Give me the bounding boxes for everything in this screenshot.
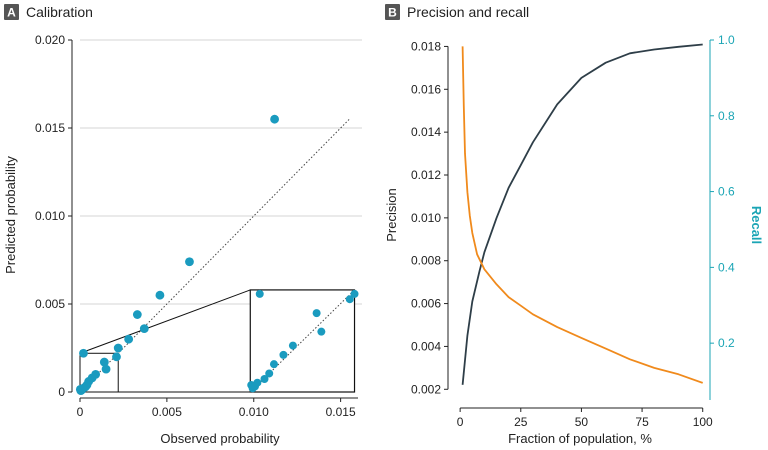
panel-b-y2-label: Recall (749, 206, 764, 244)
y-tick-label: 0.002 (411, 382, 441, 396)
calibration-point (79, 348, 88, 358)
inset-point (269, 360, 278, 369)
inset-point (255, 289, 264, 298)
panel-a-y-label: Predicted probability (3, 156, 18, 274)
x-tick-label: 50 (575, 415, 589, 429)
panel-a-ticks: 0 0.005 0.010 0.015 0.020 0 0.005 0.010 0.015 (35, 33, 356, 419)
panel-a-grid (80, 39, 362, 305)
calibration-point (91, 370, 101, 379)
inset-point (279, 350, 288, 359)
y-tick-label: 0.014 (411, 125, 441, 139)
y2-tick-label: 0.2 (718, 336, 735, 350)
reference-line (79, 118, 350, 393)
zoom-connector (79, 289, 251, 354)
calibration-point (101, 364, 111, 374)
inset-point (345, 295, 354, 304)
panel-b-title: Precision and recall (407, 4, 529, 20)
x-tick-label: 100 (693, 415, 713, 429)
y-tick-label: 0.016 (411, 82, 441, 96)
y-tick-label: 0.015 (35, 121, 65, 135)
x-tick-label: 0 (457, 415, 464, 429)
panel-a-badge (4, 4, 19, 20)
panel-a-title: Calibration (26, 4, 93, 20)
calibration-points (75, 114, 279, 395)
x-tick-label: 0 (77, 405, 84, 419)
calibration-point (124, 334, 134, 344)
inset-point (288, 341, 297, 350)
x-tick-label: 0.010 (239, 405, 269, 419)
x-tick-label: 0.015 (326, 405, 356, 419)
calibration-point (155, 290, 165, 300)
inset-point (317, 327, 326, 336)
panel-b-series (461, 43, 704, 385)
panel-b-axes (447, 40, 711, 409)
calibration-point (185, 257, 194, 267)
y-tick-label: 0 (58, 385, 65, 399)
x-tick-label: 0.005 (152, 405, 182, 419)
calibration-point (132, 310, 142, 319)
panel-b-x-label: Fraction of population, % (508, 431, 652, 446)
panel-a-x-label: Observed probability (160, 431, 280, 446)
y-tick-label: 0.008 (411, 254, 441, 268)
panel-a: A Calibration 0 0.005 0.010 0.015 0.020 0 0.00… (3, 4, 362, 446)
x-tick-label: 25 (514, 415, 528, 429)
panel-b-ticks: 0.002 0.004 0.006 0.008 0.010 0.012 0.014 0.016… (411, 33, 735, 429)
y-tick-label: 0.020 (35, 33, 65, 47)
panel-b-y-label: Precision (384, 188, 399, 241)
panel-a-letter: A (7, 6, 16, 20)
y2-tick-label: 0.6 (718, 185, 735, 199)
series-line-orange (461, 46, 704, 384)
inset-point (265, 369, 274, 378)
y-tick-label: 0.010 (411, 211, 441, 225)
x-tick-label: 75 (635, 415, 649, 429)
calibration-point (113, 343, 123, 353)
y-tick-label: 0.005 (35, 297, 65, 311)
zoom-inset (79, 289, 359, 393)
inset-point (312, 309, 321, 318)
calibration-point (112, 352, 121, 362)
calibration-point (99, 357, 109, 367)
y2-tick-label: 0.8 (718, 109, 735, 123)
series-line-dark (461, 43, 703, 385)
panel-b: B Precision and recall 0.0020.0040.0060.… (384, 4, 764, 446)
panel-b-badge (385, 4, 400, 20)
y-tick-label: 0.004 (411, 339, 441, 353)
y-tick-label: 0.006 (411, 297, 441, 311)
inset-point (260, 375, 269, 384)
y-tick-label: 0.012 (411, 168, 441, 182)
y2-tick-label: 1.0 (718, 33, 735, 47)
y-tick-label: 0.018 (411, 39, 441, 53)
panel-b-letter: B (388, 6, 397, 20)
calibration-point (270, 114, 279, 124)
calibration-point (139, 324, 149, 334)
y2-tick-label: 0.4 (718, 260, 735, 274)
zoom-source-box (79, 352, 119, 393)
inset-point (253, 378, 262, 387)
y-tick-label: 0.010 (35, 209, 65, 223)
inset-point (350, 289, 359, 298)
